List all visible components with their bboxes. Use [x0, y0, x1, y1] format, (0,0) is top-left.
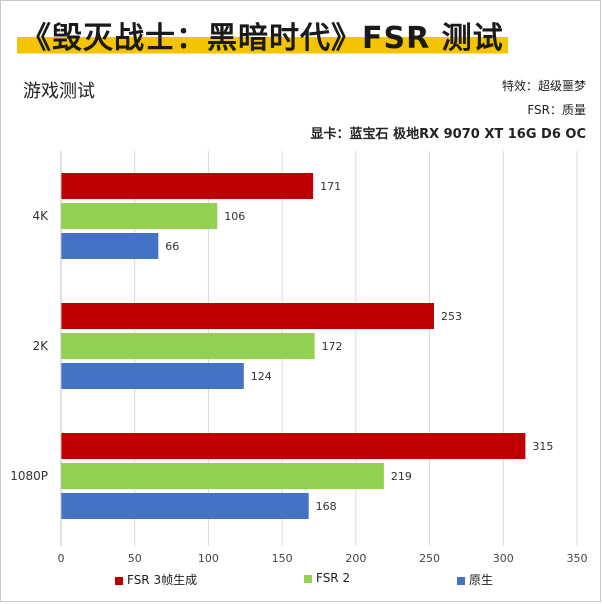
data-label: 168 — [316, 500, 337, 513]
data-label: 171 — [320, 180, 341, 193]
bar — [61, 363, 244, 389]
legend-label: 原生 — [469, 573, 494, 587]
chart-subtitle: 游戏测试 — [23, 81, 95, 102]
x-tick-label: 200 — [345, 552, 366, 565]
category-label: 1080P — [10, 469, 48, 483]
data-label: 124 — [251, 370, 272, 383]
data-label: 219 — [391, 470, 412, 483]
legend-item: FSR 2 — [304, 571, 350, 585]
data-label: 66 — [165, 240, 179, 253]
bar — [61, 303, 434, 329]
x-tick-label: 350 — [567, 552, 588, 565]
x-tick-label: 50 — [128, 552, 142, 565]
x-tick-label: 300 — [493, 552, 514, 565]
x-tick-label: 100 — [198, 552, 219, 565]
legend-item: 原生 — [457, 571, 493, 588]
x-tick-label: 0 — [58, 552, 65, 565]
data-label: 315 — [532, 440, 553, 453]
x-tick-label: 250 — [419, 552, 440, 565]
headline-title: 《毁灭战士：黑暗时代》FSR 测试 — [17, 13, 508, 57]
bar — [61, 463, 384, 489]
bar — [61, 203, 218, 229]
legend-swatch — [304, 574, 312, 583]
category-label: 4K — [32, 209, 49, 223]
settings-gpu: 显卡：蓝宝石 极地RX 9070 XT 16G D6 OC — [310, 127, 586, 142]
legend-swatch — [115, 576, 123, 585]
legend-label: FSR 3帧生成 — [127, 573, 198, 587]
bar — [61, 433, 526, 459]
bar — [61, 233, 159, 259]
data-label: 172 — [322, 340, 343, 353]
data-label: 106 — [224, 210, 245, 223]
legend-swatch — [457, 576, 465, 585]
settings-effects: 特效：超级噩梦 — [501, 79, 586, 93]
bar — [61, 333, 315, 359]
data-label: 253 — [441, 310, 462, 323]
settings-fsr-quality: FSR：质量 — [527, 103, 586, 117]
category-label: 2K — [32, 339, 49, 353]
bar — [61, 173, 314, 199]
legend-label: FSR 2 — [316, 571, 351, 585]
x-tick-label: 150 — [272, 552, 293, 565]
bar — [61, 493, 309, 519]
chart-legend: FSR 3帧生成 FSR 2 原生 — [1, 571, 602, 591]
legend-item: FSR 3帧生成 — [115, 571, 197, 588]
